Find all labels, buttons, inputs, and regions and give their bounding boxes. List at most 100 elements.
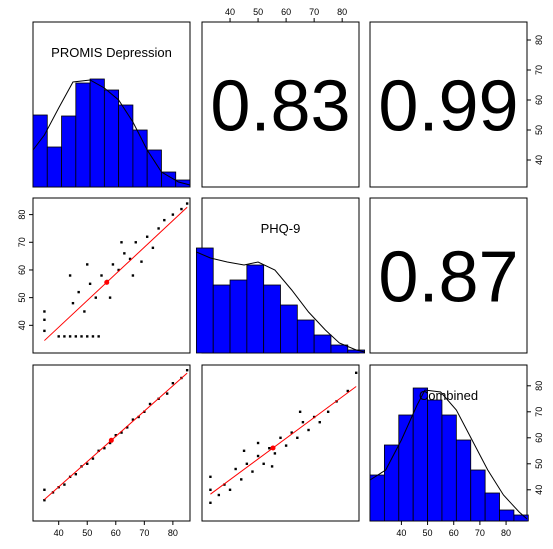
scatter-point: [103, 447, 106, 450]
tick-label: 60: [17, 265, 27, 275]
tick-label: 40: [54, 528, 64, 538]
scatter-point: [354, 371, 358, 374]
scatter-point: [185, 369, 189, 372]
density-curve: [32, 79, 191, 186]
hist-bar: [455, 439, 472, 522]
scatter-point: [126, 426, 129, 429]
scatter-point: [128, 257, 132, 261]
scatter-point: [217, 493, 221, 497]
tick-label: 60: [449, 528, 459, 538]
hist-bar: [118, 104, 134, 188]
scatter-point: [209, 501, 212, 504]
tick-label: 50: [253, 7, 263, 17]
hist-bar: [229, 279, 248, 354]
scatter-point: [71, 301, 75, 305]
scatter-point: [131, 274, 135, 277]
scatter-point: [165, 392, 169, 395]
scatter-point: [74, 473, 78, 476]
scatter-point: [88, 282, 92, 286]
tick-label: 80: [337, 7, 347, 17]
mean-point: [104, 279, 110, 285]
scatter-point: [68, 274, 72, 277]
tick-label: 40: [396, 528, 406, 538]
tick-label: 40: [534, 485, 544, 495]
scatter-point: [151, 246, 155, 250]
hist-bar: [470, 469, 486, 522]
scatter-point: [120, 431, 123, 434]
tick-label: 80: [501, 528, 511, 538]
tick-label: 70: [309, 7, 319, 17]
hist-bar: [427, 399, 443, 522]
scatter-point: [171, 382, 175, 385]
scatter-point: [108, 296, 112, 299]
panel-frame: [369, 21, 528, 188]
tick-label: 60: [534, 433, 544, 443]
panel-frame: [201, 364, 360, 522]
hist-bar: [212, 284, 231, 354]
scatter-point: [148, 402, 152, 406]
scatter-point: [43, 310, 46, 313]
scatter-point: [57, 335, 60, 338]
fit-line: [44, 206, 188, 341]
scatter-point: [171, 213, 175, 216]
scatter-point: [80, 335, 83, 338]
tick-label: 50: [17, 293, 27, 303]
fit-line: [44, 372, 188, 500]
hist-bar: [75, 82, 91, 188]
hist-bar: [61, 115, 77, 188]
tick-label: 80: [534, 35, 544, 45]
scatter-point: [245, 462, 249, 465]
scatter-point: [279, 436, 282, 439]
scatter-point: [223, 483, 226, 486]
hist-bar: [32, 114, 48, 188]
scatter-point: [117, 268, 120, 272]
scatter-point: [242, 449, 246, 452]
mean-point: [108, 437, 114, 443]
scatter-point: [298, 410, 302, 413]
tick-label: 50: [534, 125, 544, 135]
scatter-point: [163, 218, 166, 222]
fit-line: [210, 386, 357, 495]
hist-bar: [441, 414, 457, 522]
scatter-point: [97, 449, 100, 452]
scatter-point: [63, 483, 66, 486]
hist-bar: [313, 334, 332, 354]
scatter-point: [143, 410, 146, 413]
hist-bar: [513, 514, 529, 522]
scatter-point: [140, 260, 143, 263]
tick-label: 60: [534, 95, 544, 105]
hist-bar: [161, 171, 177, 188]
scatter-point: [234, 467, 237, 471]
panel-frame: [32, 364, 191, 522]
scatter-point: [251, 470, 254, 473]
scatter-point: [137, 415, 140, 419]
scatter-point: [326, 410, 330, 413]
scatter-point: [180, 207, 183, 211]
scatter-point: [94, 296, 97, 299]
hist-bar: [296, 319, 315, 354]
hist-bar: [369, 474, 385, 522]
hist-bar: [280, 304, 298, 354]
hist-bar: [383, 444, 400, 522]
density-curve: [369, 389, 528, 520]
scatter-point: [83, 310, 86, 313]
scatter-point: [131, 418, 135, 421]
scatter-point: [43, 329, 46, 333]
tick-label: 70: [17, 237, 27, 247]
scatter-point: [262, 462, 265, 465]
scatter-point: [307, 428, 310, 432]
scatter-point: [74, 335, 78, 338]
scatter-point: [270, 465, 274, 468]
scatter-point: [228, 488, 232, 491]
scatter-point: [284, 444, 288, 447]
panel-frame: [32, 197, 191, 354]
tick-label: 70: [139, 528, 149, 538]
scatter-point: [111, 263, 115, 266]
scatter-point: [114, 434, 117, 437]
tick-label: 40: [534, 155, 544, 165]
scatter-point: [63, 335, 66, 338]
scatter-point: [268, 447, 271, 450]
density-curve: [196, 251, 365, 353]
scatter-point: [290, 431, 293, 434]
